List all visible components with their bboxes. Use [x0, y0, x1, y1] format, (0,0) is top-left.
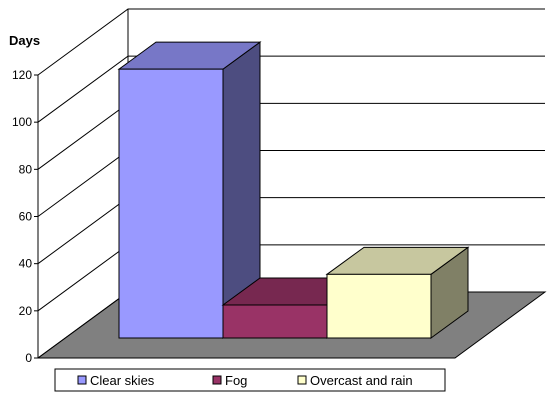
- y-tick-label: 20: [19, 304, 33, 318]
- y-tick-labels: 0 20 40 60 80 100 120: [12, 68, 32, 365]
- y-tick-label: 120: [12, 68, 32, 82]
- y-tick-label: 40: [19, 257, 33, 271]
- y-tick-label: 100: [12, 115, 32, 129]
- gridline: [37, 197, 545, 265]
- y-tick-label: 80: [19, 162, 33, 176]
- legend-swatch: [77, 375, 87, 385]
- legend-label: Clear skies: [90, 373, 155, 388]
- legend-swatch: [212, 375, 222, 385]
- y-tick-label: 0: [25, 351, 32, 365]
- bar-clear-skies: [117, 41, 262, 339]
- bar-front: [326, 273, 432, 339]
- legend-label: Overcast and rain: [310, 373, 413, 388]
- legend-swatch: [297, 375, 307, 385]
- y-axis-label: Days: [9, 33, 40, 48]
- bar-front: [118, 68, 224, 339]
- bar-front: [222, 304, 328, 339]
- legend: Clear skies Fog Overcast and rain: [54, 368, 446, 392]
- y-tick-label: 60: [19, 210, 33, 224]
- gridline: [37, 150, 545, 217]
- bars: [117, 41, 470, 339]
- gridline: [37, 102, 545, 170]
- legend-label: Fog: [225, 373, 247, 388]
- legend-box: [54, 368, 446, 392]
- y-axis: [34, 74, 39, 359]
- gridline: [37, 55, 545, 123]
- gridline: [37, 8, 545, 76]
- bar-overcast-and-rain: [325, 246, 470, 339]
